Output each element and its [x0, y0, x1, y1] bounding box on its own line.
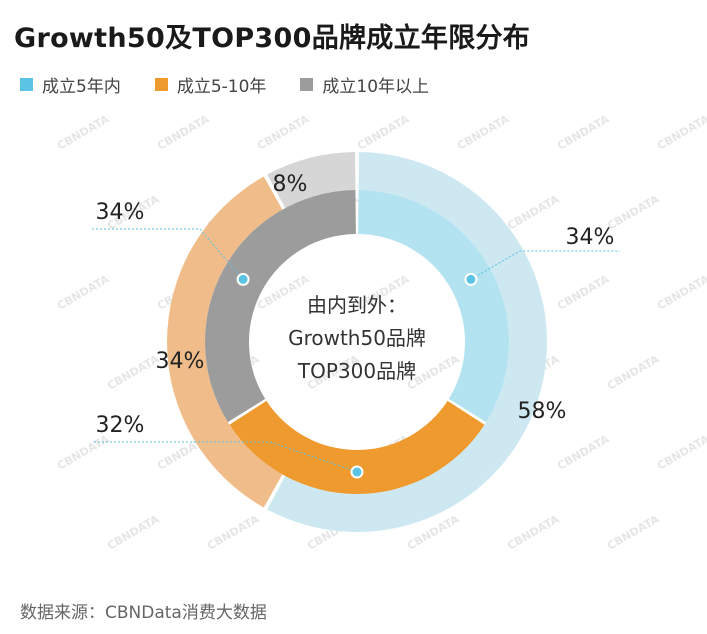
chart-title: Growth50及TOP300品牌成立年限分布	[14, 23, 531, 54]
outer-label-5-to-10-years: 34%	[156, 349, 205, 374]
source-note: 数据来源：CBNData消费大数据	[20, 603, 267, 623]
center-text-line1: 由内到外：	[307, 293, 407, 317]
inner-label-within-5-years: 34%	[566, 225, 615, 250]
leader-dot-over-10-years	[236, 272, 250, 286]
watermark-text: CBNDATA	[55, 432, 112, 472]
legend-label-over-10-years: 成立10年以上	[322, 77, 430, 97]
inner-ring	[205, 190, 509, 495]
watermark-text: CBNDATA	[105, 512, 162, 552]
watermark-text: CBNDATA	[655, 112, 707, 152]
watermark-text: CBNDATA	[505, 192, 562, 232]
watermark-text: CBNDATA	[205, 512, 262, 552]
legend-swatch-within-5-years	[20, 78, 33, 91]
legend-label-within-5-years: 成立5年内	[42, 77, 121, 97]
outer-slice-5-to-10-years	[167, 176, 283, 508]
inner-slice-within-5-years	[358, 190, 509, 423]
watermark-text: CBNDATA	[255, 112, 312, 152]
watermark-text: CBNDATA	[555, 432, 612, 472]
outer-ring	[167, 152, 548, 532]
watermark-text: CBNDATA	[155, 112, 212, 152]
center-text-line3: TOP300品牌	[297, 359, 416, 383]
leader-line-within-5-years	[470, 250, 620, 280]
legend-item-over-10-years: 成立10年以上	[300, 72, 429, 97]
leader-dot-within-5-years	[464, 272, 478, 286]
inner-label-over-10-years: 34%	[96, 200, 145, 225]
inner-label-5-to-10-years: 32%	[96, 413, 145, 438]
legend-item-within-5-years: 成立5年内	[20, 72, 121, 97]
watermark-text: CBNDATA	[605, 512, 662, 552]
outer-label-over-10-years: 8%	[273, 172, 308, 197]
outer-slice-over-10-years	[267, 152, 356, 209]
leader-dot-5-to-10-years	[350, 465, 364, 479]
outer-slice-within-5-years	[267, 152, 548, 532]
legend-label-5-to-10-years: 成立5-10年	[176, 77, 267, 97]
watermark-text: CBNDATA	[55, 272, 112, 312]
watermark-text: CBNDATA	[455, 112, 512, 152]
outer-label-within-5-years: 58%	[518, 399, 567, 424]
watermark-text: CBNDATA	[105, 352, 162, 392]
leader-lines	[92, 228, 620, 479]
leader-line-over-10-years	[92, 228, 244, 280]
watermark-text: CBNDATA	[655, 432, 707, 472]
inner-slice-5-to-10-years	[229, 400, 485, 495]
slice-labels: 58% 34% 8% 34% 32% 34%	[96, 172, 615, 438]
watermark-text: CBNDATA	[605, 352, 662, 392]
watermark-text: CBNDATA	[555, 112, 612, 152]
watermark-text: CBNDATA	[655, 272, 707, 312]
legend-swatch-over-10-years	[300, 78, 314, 91]
watermark-text: CBNDATA	[505, 512, 562, 552]
legend: 成立5年内 成立5-10年 成立10年以上	[20, 72, 429, 97]
leader-line-5-to-10-years	[94, 441, 358, 473]
watermark-text: CBNDATA	[355, 112, 412, 152]
watermark-text: CBNDATA	[555, 272, 612, 312]
legend-swatch-5-to-10-years	[154, 78, 168, 91]
center-text-line2: Growth50品牌	[288, 326, 426, 350]
legend-item-5-to-10-years: 成立5-10年	[154, 72, 267, 97]
inner-slice-over-10-years	[205, 190, 356, 423]
watermark-text: CBNDATA	[55, 112, 112, 152]
